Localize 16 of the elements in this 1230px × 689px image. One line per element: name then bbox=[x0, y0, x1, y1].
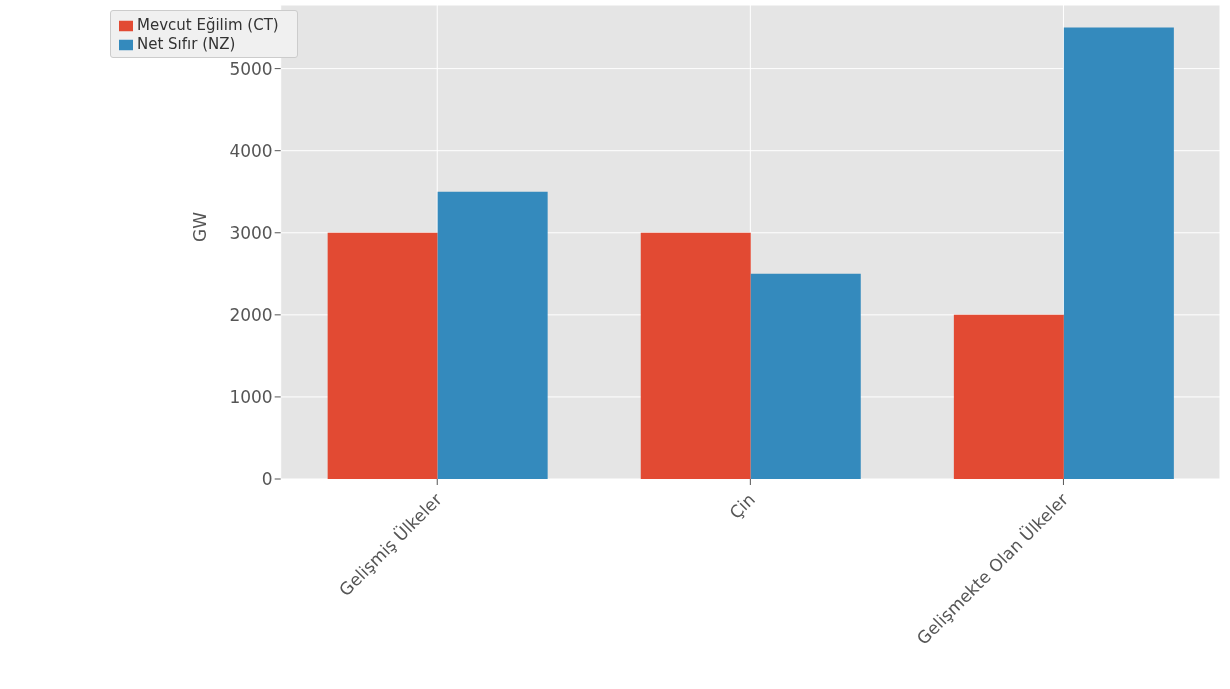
bar bbox=[640, 232, 751, 479]
bar bbox=[1063, 27, 1174, 479]
bar bbox=[750, 273, 861, 479]
bar bbox=[953, 314, 1064, 479]
y-axis-title: GW bbox=[189, 211, 210, 242]
legend-label: Net Sıfır (NZ) bbox=[137, 35, 236, 53]
legend-label: Mevcut Eğilim (CT) bbox=[137, 16, 279, 34]
y-tick-label: 5000 bbox=[229, 58, 273, 79]
y-tick-label: 4000 bbox=[229, 140, 273, 161]
y-tick-label: 3000 bbox=[229, 222, 273, 243]
bar bbox=[437, 191, 548, 479]
y-tick-label: 0 bbox=[261, 469, 273, 490]
y-tick-label: 1000 bbox=[229, 386, 273, 407]
x-tick-label: Çin bbox=[725, 489, 759, 523]
y-tick-label: 2000 bbox=[229, 304, 273, 325]
bar bbox=[327, 232, 438, 479]
